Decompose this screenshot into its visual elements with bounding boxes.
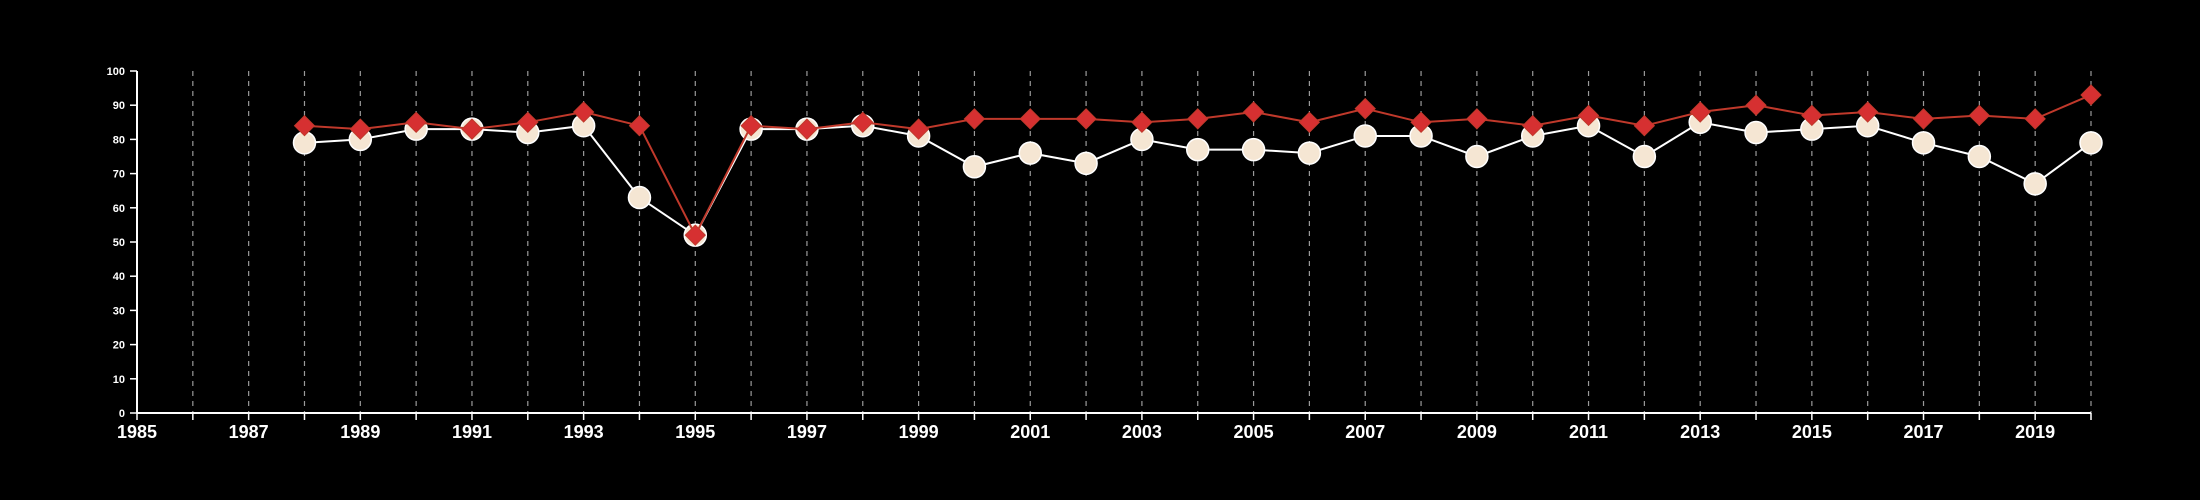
series-2-point-1995 [684, 224, 706, 246]
series-1-point-2006 [1297, 141, 1322, 165]
series-2-point-2009 [1466, 108, 1488, 130]
series-1-point-2004 [1185, 137, 1210, 162]
series-2-point-2003 [1131, 111, 1153, 134]
series-2-point-1997 [796, 118, 818, 140]
series-1-point-2002 [1074, 151, 1098, 176]
series-1-point-2020 [2079, 131, 2103, 155]
y-tick-label: 0 [119, 408, 125, 420]
series-2-point-1999 [907, 118, 930, 140]
series-2-point-2005 [1242, 101, 1265, 123]
series-2-point-2004 [1187, 108, 1209, 130]
series-2-point-2020 [2080, 84, 2102, 106]
series-2-point-1996 [740, 115, 762, 137]
series-1-point-2009 [1465, 144, 1489, 169]
series-1-point-2000 [962, 155, 987, 179]
y-tick-label: 100 [107, 66, 125, 78]
series-1-point-2018 [1967, 144, 1992, 169]
series-1-point-2019 [2023, 172, 2047, 196]
x-tick-label: 2009 [1457, 422, 1497, 442]
series-2-point-1991 [461, 118, 483, 140]
x-tick-label: 1995 [675, 422, 715, 442]
series-2-point-2012 [1633, 115, 1656, 137]
series-1-point-2012 [1632, 144, 1657, 169]
series-2-point-2010 [1522, 115, 1544, 137]
series-1-point-2001 [1018, 141, 1043, 165]
series-2-point-1990 [405, 111, 427, 134]
series-2-point-2011 [1577, 104, 1600, 127]
series-2 [293, 84, 2102, 246]
series-2-point-2000 [963, 108, 986, 130]
y-tick-label: 70 [113, 169, 125, 181]
x-tick-label: 1991 [452, 422, 492, 442]
x-tick-label: 2013 [1680, 422, 1720, 442]
series-2-point-2014 [1745, 94, 1767, 116]
y-axis-ticks: 0 10 20 30 40 50 60 70 80 90 100 [107, 66, 137, 420]
series-2-point-1992 [517, 111, 539, 134]
series-2-point-2017 [1912, 108, 1935, 130]
series-2-point-2006 [1298, 111, 1321, 134]
series-2-point-2001 [1019, 108, 1041, 130]
y-tick-label: 90 [113, 100, 125, 112]
x-tick-label: 2015 [1792, 422, 1832, 442]
x-tick-label: 2001 [1010, 422, 1050, 442]
x-tick-label: 1999 [899, 422, 939, 442]
series-layer [292, 84, 2103, 247]
series-1-point-1994 [627, 185, 652, 210]
y-tick-label: 80 [113, 134, 125, 146]
series-2-point-2013 [1689, 101, 1711, 123]
series-2-point-1993 [572, 101, 595, 123]
series-2-point-2008 [1410, 111, 1432, 134]
y-tick-label: 60 [113, 203, 125, 215]
x-tick-label: 1997 [787, 422, 827, 442]
x-tick-label: 1993 [564, 422, 604, 442]
x-tick-label: 2011 [1569, 422, 1608, 442]
x-tick-label: 1987 [229, 422, 269, 442]
x-tick-label: 2005 [1234, 422, 1274, 442]
series-2-point-1998 [852, 111, 874, 134]
x-axis-ticks: 1985 1987 1989 1991 1993 1995 1997 1999 2001 2003… [117, 413, 2092, 442]
series-1-point-2007 [1353, 124, 1377, 148]
y-tick-label: 30 [113, 305, 125, 317]
x-tick-label: 1985 [117, 422, 157, 442]
x-tick-label: 2017 [1903, 422, 1943, 442]
series-2-point-1988 [293, 115, 316, 137]
x-tick-label: 1989 [340, 422, 380, 442]
series-2-point-2015 [1801, 104, 1823, 127]
grid-lines [192, 71, 2092, 413]
series-2-point-2018 [1968, 104, 1991, 127]
x-tick-label: 2019 [2015, 422, 2055, 442]
series-2-point-2002 [1075, 108, 1097, 130]
series-1-point-2005 [1241, 137, 1266, 162]
y-tick-label: 20 [113, 340, 125, 352]
series-1-point-2014 [1744, 120, 1768, 145]
y-tick-label: 10 [113, 374, 125, 386]
y-tick-label: 40 [113, 271, 125, 283]
series-2-point-2016 [1856, 101, 1879, 123]
series-2-point-1989 [349, 118, 372, 140]
x-tick-label: 2007 [1345, 422, 1385, 442]
series-1-point-2017 [1911, 131, 1936, 155]
series-2-point-2007 [1354, 97, 1376, 120]
x-tick-label: 2003 [1122, 422, 1162, 442]
y-tick-label: 50 [113, 237, 125, 249]
series-2-point-1994 [628, 115, 651, 137]
series-2-point-2019 [2024, 108, 2046, 130]
